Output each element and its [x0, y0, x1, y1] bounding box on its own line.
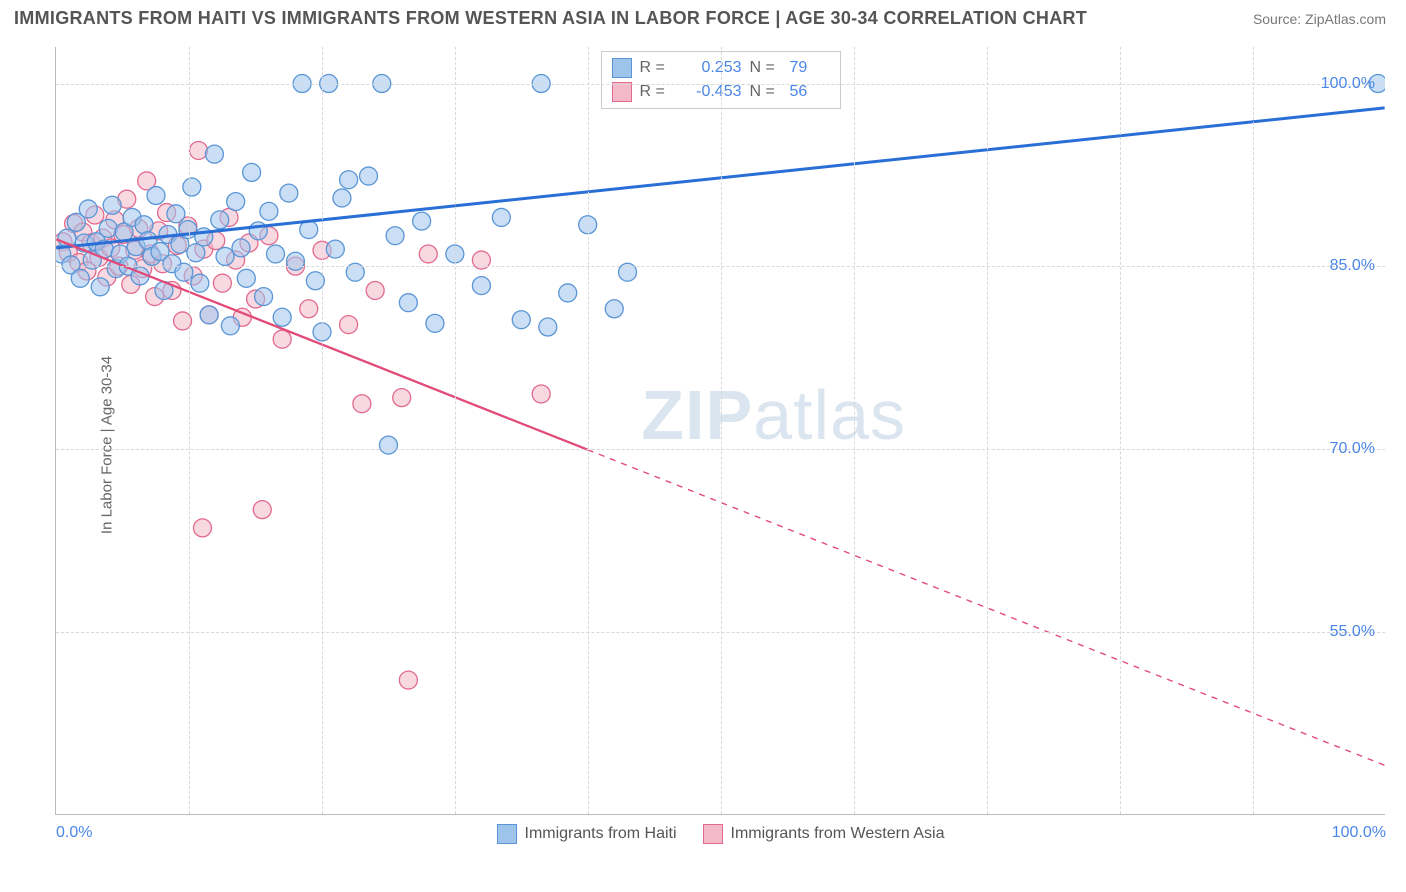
legend-item-wasia: Immigrants from Western Asia [703, 824, 945, 844]
chart-area: In Labor Force | Age 30-34 ZIPatlas R = … [0, 35, 1406, 855]
scatter-point-haiti [280, 184, 298, 202]
scatter-point-haiti [91, 278, 109, 296]
swatch-wasia [612, 82, 632, 102]
scatter-point-haiti [426, 314, 444, 332]
scatter-point-wasia [366, 282, 384, 300]
y-tick-label: 55.0% [1330, 623, 1375, 641]
scatter-point-wasia [300, 300, 318, 318]
gridline-v [455, 47, 456, 814]
scatter-point-wasia [193, 519, 211, 537]
scatter-point-wasia [353, 395, 371, 413]
source-link[interactable]: ZipAtlas.com [1305, 11, 1386, 27]
gridline-v [322, 47, 323, 814]
scatter-point-haiti [99, 219, 117, 237]
scatter-point-haiti [472, 277, 490, 295]
scatter-point-haiti [183, 178, 201, 196]
legend-label-haiti: Immigrants from Haiti [524, 825, 676, 843]
scatter-point-haiti [333, 189, 351, 207]
scatter-point-haiti [539, 318, 557, 336]
scatter-point-haiti [147, 187, 165, 205]
scatter-point-haiti [200, 306, 218, 324]
x-tick-label: 0.0% [56, 824, 92, 842]
scatter-point-haiti [340, 171, 358, 189]
scatter-point-haiti [103, 196, 121, 214]
scatter-point-haiti [267, 245, 285, 263]
gridline-v [1120, 47, 1121, 814]
gridline-v [987, 47, 988, 814]
scatter-point-wasia [340, 316, 358, 334]
swatch-haiti [612, 58, 632, 78]
r-label: R = [640, 83, 672, 101]
scatter-point-haiti [71, 269, 89, 287]
scatter-point-haiti [191, 274, 209, 292]
scatter-point-wasia [532, 385, 550, 403]
chart-title: IMMIGRANTS FROM HAITI VS IMMIGRANTS FROM… [14, 8, 1087, 29]
scatter-point-wasia [273, 330, 291, 348]
scatter-point-haiti [237, 269, 255, 287]
scatter-point-haiti [167, 205, 185, 223]
scatter-point-haiti [605, 300, 623, 318]
source-label: Source: [1253, 11, 1301, 27]
y-tick-label: 70.0% [1330, 440, 1375, 458]
gridline-v [189, 47, 190, 814]
n-label: N = [750, 83, 782, 101]
scatter-point-haiti [216, 247, 234, 265]
r-value-wasia: -0.453 [680, 83, 742, 101]
scatter-point-haiti [221, 317, 239, 335]
source-credit: Source: ZipAtlas.com [1253, 11, 1386, 27]
swatch-haiti [496, 824, 516, 844]
series-legend: Immigrants from Haiti Immigrants from We… [496, 824, 944, 844]
legend-label-wasia: Immigrants from Western Asia [731, 825, 945, 843]
scatter-point-haiti [386, 227, 404, 245]
scatter-point-haiti [260, 202, 278, 220]
swatch-wasia [703, 824, 723, 844]
x-tick-label: 100.0% [1332, 824, 1386, 842]
scatter-point-haiti [205, 145, 223, 163]
scatter-point-haiti [326, 240, 344, 258]
scatter-point-haiti [413, 212, 431, 230]
scatter-point-haiti [79, 200, 97, 218]
scatter-point-wasia [399, 671, 417, 689]
gridline-v [1253, 47, 1254, 814]
r-label: R = [640, 59, 672, 77]
scatter-point-wasia [190, 141, 208, 159]
scatter-point-wasia [393, 389, 411, 407]
chart-header: IMMIGRANTS FROM HAITI VS IMMIGRANTS FROM… [0, 0, 1406, 35]
y-tick-label: 100.0% [1321, 75, 1375, 93]
scatter-point-wasia [213, 274, 231, 292]
scatter-point-haiti [360, 167, 378, 185]
plot-region: ZIPatlas R = 0.253 N = 79 R = -0.453 N =… [55, 47, 1385, 815]
n-value-haiti: 79 [790, 59, 830, 77]
scatter-point-haiti [559, 284, 577, 302]
legend-item-haiti: Immigrants from Haiti [496, 824, 676, 844]
gridline-v [854, 47, 855, 814]
gridline-v [721, 47, 722, 814]
scatter-point-wasia [419, 245, 437, 263]
scatter-point-haiti [286, 252, 304, 270]
scatter-point-wasia [253, 501, 271, 519]
r-value-haiti: 0.253 [680, 59, 742, 77]
scatter-point-haiti [379, 436, 397, 454]
scatter-point-haiti [135, 216, 153, 234]
scatter-point-haiti [512, 311, 530, 329]
scatter-point-haiti [255, 288, 273, 306]
scatter-point-haiti [399, 294, 417, 312]
scatter-point-haiti [227, 193, 245, 211]
scatter-point-haiti [232, 239, 250, 257]
scatter-point-haiti [273, 308, 291, 326]
n-label: N = [750, 59, 782, 77]
gridline-v [588, 47, 589, 814]
n-value-wasia: 56 [790, 83, 830, 101]
scatter-point-haiti [211, 211, 229, 229]
scatter-point-haiti [492, 208, 510, 226]
scatter-point-haiti [243, 163, 261, 181]
y-tick-label: 85.0% [1330, 257, 1375, 275]
